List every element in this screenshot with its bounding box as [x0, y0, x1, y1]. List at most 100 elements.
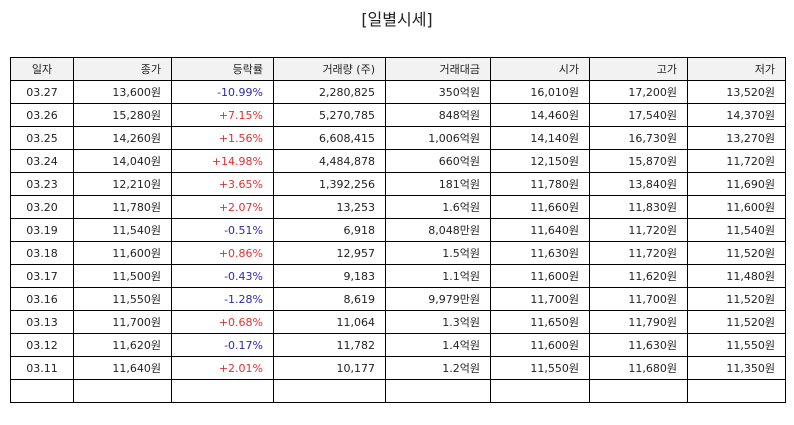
table-row [10, 379, 786, 403]
cell-change: -0.43% [171, 264, 274, 288]
cell-open: 11,700원 [490, 287, 590, 311]
page-title: [일별시세] [361, 10, 433, 29]
cell-low: 11,520원 [687, 310, 786, 334]
cell-volume: 1,392,256 [273, 172, 386, 196]
cell-change: +0.86% [171, 241, 274, 265]
daily-price-table: 일자 종가 등락률 거래량 (주) 거래대금 시가 고가 저가 03.27 13,… [10, 57, 786, 403]
cell-amount: 8,048만원 [385, 218, 491, 242]
cell-open: 11,600원 [490, 333, 590, 357]
cell-low: 11,690원 [687, 172, 786, 196]
cell-amount: 1.6억원 [385, 195, 491, 219]
column-header-change: 등락률 [171, 57, 274, 81]
cell-change: +3.65% [171, 172, 274, 196]
cell-change: +2.01% [171, 356, 274, 380]
cell-change: +0.68% [171, 310, 274, 334]
cell-low: 14,370원 [687, 103, 786, 127]
cell-close: 14,260원 [73, 126, 172, 150]
cell-amount [385, 379, 491, 403]
cell-low: 11,540원 [687, 218, 786, 242]
cell-high: 13,840원 [589, 172, 688, 196]
cell-change [171, 379, 274, 403]
cell-open: 11,650원 [490, 310, 590, 334]
column-header-volume: 거래량 (주) [273, 57, 386, 81]
cell-date: 03.13 [10, 310, 74, 334]
cell-date: 03.18 [10, 241, 74, 265]
cell-volume: 9,183 [273, 264, 386, 288]
cell-date: 03.11 [10, 356, 74, 380]
cell-amount: 181억원 [385, 172, 491, 196]
cell-close: 15,280원 [73, 103, 172, 127]
column-header-close: 종가 [73, 57, 172, 81]
cell-change: +2.07% [171, 195, 274, 219]
table-row: 03.27 13,600원 -10.99% 2,280,825 350억원 16,010원… [10, 80, 786, 104]
cell-amount: 1.4억원 [385, 333, 491, 357]
cell-high: 11,680원 [589, 356, 688, 380]
cell-date: 03.23 [10, 172, 74, 196]
cell-open: 12,150원 [490, 149, 590, 173]
cell-high: 11,830원 [589, 195, 688, 219]
cell-amount: 1.1억원 [385, 264, 491, 288]
cell-date: 03.16 [10, 287, 74, 311]
column-header-low: 저가 [687, 57, 786, 81]
cell-change: -0.17% [171, 333, 274, 357]
cell-open: 11,600원 [490, 264, 590, 288]
cell-low: 13,270원 [687, 126, 786, 150]
cell-low: 11,520원 [687, 287, 786, 311]
cell-date: 03.24 [10, 149, 74, 173]
cell-close: 11,500원 [73, 264, 172, 288]
cell-close: 11,700원 [73, 310, 172, 334]
cell-amount: 1.5억원 [385, 241, 491, 265]
cell-close: 11,540원 [73, 218, 172, 242]
cell-high [589, 379, 688, 403]
cell-close: 14,040원 [73, 149, 172, 173]
cell-close: 11,550원 [73, 287, 172, 311]
cell-amount: 660억원 [385, 149, 491, 173]
cell-open: 11,630원 [490, 241, 590, 265]
column-header-high: 고가 [589, 57, 688, 81]
cell-close: 11,620원 [73, 333, 172, 357]
cell-close: 11,640원 [73, 356, 172, 380]
cell-high: 15,870원 [589, 149, 688, 173]
cell-change: +14.98% [171, 149, 274, 173]
cell-volume: 8,619 [273, 287, 386, 311]
cell-high: 11,620원 [589, 264, 688, 288]
cell-low: 11,480원 [687, 264, 786, 288]
cell-open: 11,780원 [490, 172, 590, 196]
cell-volume: 6,918 [273, 218, 386, 242]
cell-volume: 12,957 [273, 241, 386, 265]
cell-change: -10.99% [171, 80, 274, 104]
cell-volume: 5,270,785 [273, 103, 386, 127]
cell-low: 13,520원 [687, 80, 786, 104]
cell-change: -0.51% [171, 218, 274, 242]
cell-date: 03.12 [10, 333, 74, 357]
cell-close: 12,210원 [73, 172, 172, 196]
table-row: 03.11 11,640원 +2.01% 10,177 1.2억원 11,550원 11,6… [10, 356, 786, 380]
cell-amount: 1.2억원 [385, 356, 491, 380]
cell-close: 11,600원 [73, 241, 172, 265]
cell-open [490, 379, 590, 403]
cell-date [10, 379, 74, 403]
table-header-row: 일자 종가 등락률 거래량 (주) 거래대금 시가 고가 저가 [10, 57, 786, 81]
cell-date: 03.27 [10, 80, 74, 104]
cell-volume: 13,253 [273, 195, 386, 219]
cell-low: 11,720원 [687, 149, 786, 173]
table-row: 03.17 11,500원 -0.43% 9,183 1.1억원 11,600원 11,62… [10, 264, 786, 288]
cell-high: 17,200원 [589, 80, 688, 104]
table-row: 03.16 11,550원 -1.28% 8,619 9,979만원 11,700원 11,… [10, 287, 786, 311]
table-row: 03.20 11,780원 +2.07% 13,253 1.6억원 11,660원 11,8… [10, 195, 786, 219]
cell-high: 11,720원 [589, 218, 688, 242]
cell-volume: 10,177 [273, 356, 386, 380]
cell-amount: 9,979만원 [385, 287, 491, 311]
cell-amount: 848억원 [385, 103, 491, 127]
cell-open: 16,010원 [490, 80, 590, 104]
cell-open: 14,140원 [490, 126, 590, 150]
cell-change: -1.28% [171, 287, 274, 311]
table-row: 03.24 14,040원 +14.98% 4,484,878 660억원 12,150원… [10, 149, 786, 173]
cell-close: 11,780원 [73, 195, 172, 219]
cell-high: 11,720원 [589, 241, 688, 265]
cell-low: 11,600원 [687, 195, 786, 219]
cell-amount: 1.3억원 [385, 310, 491, 334]
table-row: 03.25 14,260원 +1.56% 6,608,415 1,006억원 14,140… [10, 126, 786, 150]
cell-high: 17,540원 [589, 103, 688, 127]
cell-date: 03.19 [10, 218, 74, 242]
